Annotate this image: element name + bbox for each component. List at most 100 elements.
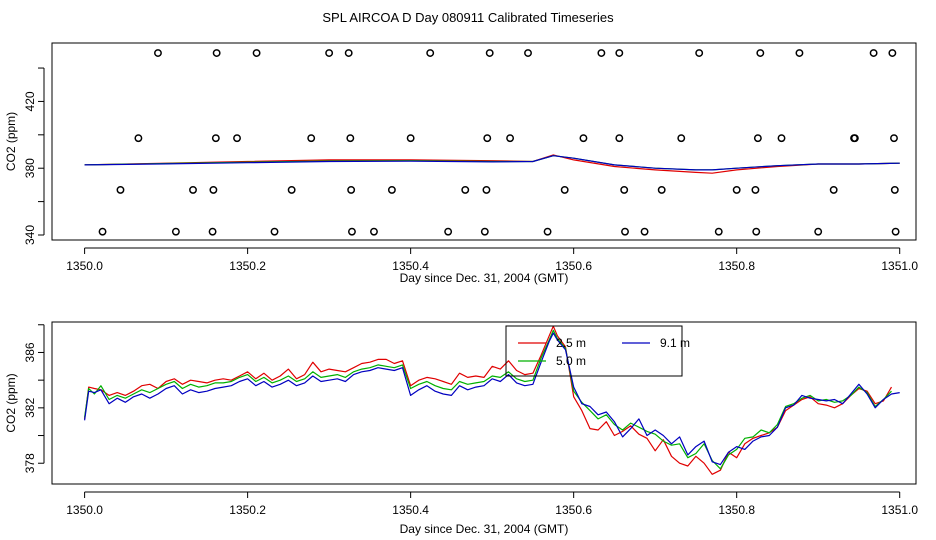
- calibration-point: [597, 49, 606, 57]
- calibration-point: [795, 49, 804, 57]
- x-tick-label: 1350.6: [555, 503, 592, 517]
- x-tick-label: 1350.8: [718, 259, 755, 273]
- x-tick-label: 1350.6: [555, 259, 592, 273]
- y-tick-label: 380: [23, 158, 37, 178]
- calibration-point: [615, 134, 624, 143]
- calibration-point: [483, 134, 492, 143]
- calibration-point: [753, 134, 762, 143]
- y-tick-label: 340: [23, 225, 37, 245]
- series-line-2-5-m: [84, 325, 893, 475]
- calibration-point: [890, 134, 898, 143]
- calibration-point: [829, 185, 838, 194]
- calibration-point: [406, 134, 415, 143]
- calibration-point: [426, 49, 435, 57]
- legend-box: [505, 325, 683, 377]
- lower-panel: 1350.0 1350.2 1350.4 1350.6 1350.8 1351.0 Day …: [4, 321, 918, 536]
- y-tick-label: 420: [23, 91, 37, 111]
- calibration-point: [134, 134, 143, 143]
- calibration-point: [211, 134, 220, 143]
- calibration-point: [615, 49, 624, 57]
- x-axis-title: Day since Dec. 31, 2004 (GMT): [400, 522, 569, 536]
- calibration-point: [287, 185, 296, 194]
- calibration-point: [677, 134, 686, 143]
- calibration-point: [444, 227, 453, 236]
- y-axis-title: CO2 (ppm): [4, 112, 18, 171]
- series-group: [84, 325, 900, 475]
- calibration-point: [480, 227, 489, 236]
- series-line-2-5-m: [84, 154, 900, 174]
- legend-label: 5.0 m: [556, 354, 586, 368]
- calibration-point: [888, 49, 897, 57]
- calibration-point: [189, 185, 197, 194]
- calibration-point: [560, 185, 569, 194]
- calibration-point: [524, 49, 532, 57]
- calibration-point: [869, 49, 878, 57]
- x-tick-label: 1350.4: [392, 259, 429, 273]
- y-tick-label: 386: [23, 342, 37, 362]
- calibration-point: [208, 227, 217, 236]
- calibration-point: [270, 227, 279, 236]
- calibration-point: [752, 227, 761, 236]
- calibration-point: [756, 49, 765, 57]
- plot-frame: [51, 321, 917, 485]
- calibration-point: [814, 227, 823, 236]
- legend-label: 2.5 m: [556, 336, 586, 350]
- calibration-point: [891, 227, 900, 236]
- series-line-5-0-m: [84, 329, 892, 470]
- calibration-point: [98, 227, 107, 236]
- x-tick-label: 1351.0: [881, 503, 918, 517]
- figure-title: SPL AIRCOA D Day 080911 Calibrated Times…: [322, 10, 614, 25]
- calibration-point: [732, 185, 741, 194]
- calibration-point: [171, 227, 180, 236]
- series-line-9-1-m: [84, 332, 900, 466]
- calibration-point: [346, 134, 355, 143]
- calibration-point: [543, 227, 552, 236]
- calibration-point: [233, 134, 241, 143]
- series-group: [84, 154, 900, 174]
- calibration-point: [657, 185, 666, 194]
- x-tick-label: 1350.4: [392, 503, 429, 517]
- calibration-point: [777, 134, 786, 143]
- calibration-point: [482, 185, 491, 194]
- calibration-point: [751, 185, 760, 194]
- calibration-point: [154, 49, 162, 57]
- calibration-point: [621, 227, 629, 236]
- calibration-point: [640, 227, 649, 236]
- y-tick-label: 382: [23, 398, 37, 418]
- calibration-point: [212, 49, 221, 57]
- calibration-point: [890, 185, 899, 194]
- calibration-point: [252, 49, 261, 57]
- calibration-point: [209, 185, 218, 194]
- calibration-point: [370, 227, 378, 236]
- x-tick-label: 1350.2: [229, 259, 266, 273]
- calibration-point: [850, 134, 859, 143]
- y-tick-label: 378: [23, 453, 37, 473]
- calibration-point: [387, 185, 396, 194]
- calibration-point: [461, 185, 470, 194]
- calibration-point: [620, 185, 629, 194]
- calibration-point: [344, 49, 353, 57]
- calibration-point: [485, 49, 494, 57]
- x-tick-label: 1350.8: [718, 503, 755, 517]
- calibration-point: [579, 134, 588, 143]
- x-tick-label: 1350.0: [66, 259, 103, 273]
- x-axis-title: Day since Dec. 31, 2004 (GMT): [400, 271, 569, 285]
- upper-panel: 1350.0 1350.2 1350.4 1350.6 1350.8 1351.0 Day …: [4, 42, 918, 285]
- calibration-point: [348, 227, 356, 236]
- y-axis-title: CO2 (ppm): [4, 373, 18, 432]
- legend: 2.5 m 9.1 m 5.0 m: [505, 325, 690, 377]
- calibration-point: [307, 134, 316, 143]
- calibration-point: [325, 49, 334, 57]
- calibration-point: [695, 49, 704, 57]
- x-tick-label: 1351.0: [881, 259, 918, 273]
- x-tick-label: 1350.0: [66, 503, 103, 517]
- series-line-9-1-m: [84, 155, 900, 171]
- calibration-point: [506, 134, 515, 143]
- legend-label: 9.1 m: [660, 336, 690, 350]
- plot-frame: [51, 42, 917, 241]
- x-tick-label: 1350.2: [229, 503, 266, 517]
- calibration-point: [116, 185, 125, 194]
- calibration-point: [714, 227, 723, 236]
- calibration-point: [347, 185, 356, 194]
